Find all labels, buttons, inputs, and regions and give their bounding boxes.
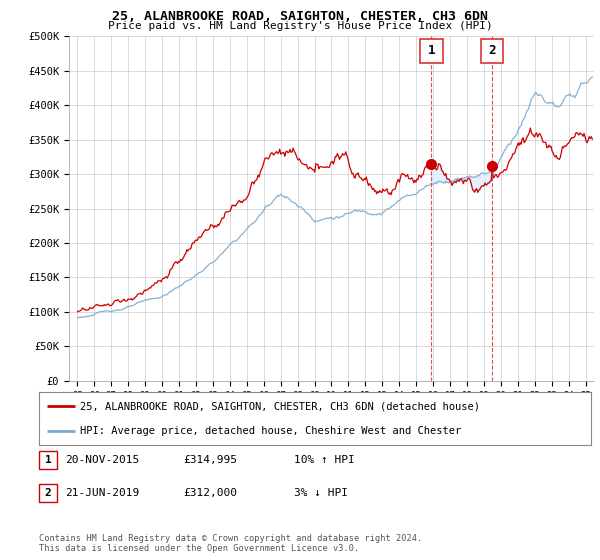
Text: 25, ALANBROOKE ROAD, SAIGHTON, CHESTER, CH3 6DN (detached house): 25, ALANBROOKE ROAD, SAIGHTON, CHESTER, … (80, 402, 481, 412)
Text: 20-NOV-2015: 20-NOV-2015 (65, 455, 139, 465)
Text: 2: 2 (488, 44, 496, 58)
Text: £314,995: £314,995 (183, 455, 237, 465)
Text: 21-JUN-2019: 21-JUN-2019 (65, 488, 139, 498)
Text: 25, ALANBROOKE ROAD, SAIGHTON, CHESTER, CH3 6DN: 25, ALANBROOKE ROAD, SAIGHTON, CHESTER, … (112, 10, 488, 23)
Text: 10% ↑ HPI: 10% ↑ HPI (294, 455, 355, 465)
Text: Contains HM Land Registry data © Crown copyright and database right 2024.
This d: Contains HM Land Registry data © Crown c… (39, 534, 422, 553)
Text: 3% ↓ HPI: 3% ↓ HPI (294, 488, 348, 498)
Text: £312,000: £312,000 (183, 488, 237, 498)
Text: Price paid vs. HM Land Registry's House Price Index (HPI): Price paid vs. HM Land Registry's House … (107, 21, 493, 31)
Text: 2: 2 (44, 488, 52, 498)
Text: 1: 1 (44, 455, 52, 465)
Text: HPI: Average price, detached house, Cheshire West and Chester: HPI: Average price, detached house, Ches… (80, 426, 461, 436)
Text: 1: 1 (428, 44, 435, 58)
